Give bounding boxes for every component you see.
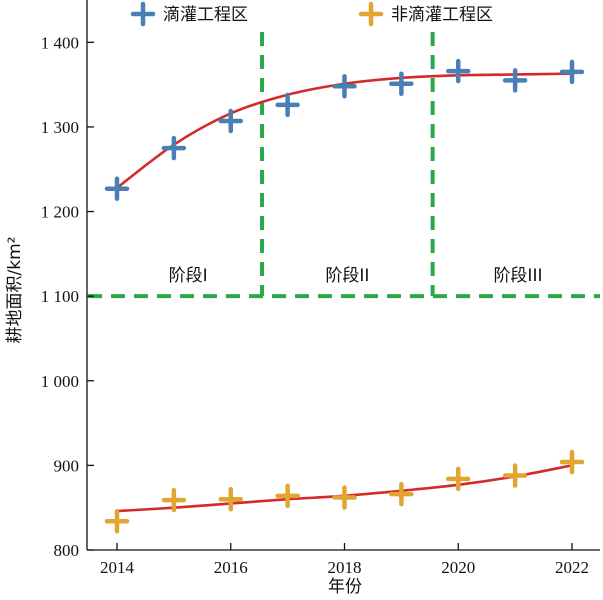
data-point-series-0-2020	[446, 58, 471, 84]
legend-label-series-1: 非滴灌工程区	[391, 5, 493, 25]
y-tick-label-800: 800	[54, 541, 80, 560]
data-markers	[104, 58, 585, 534]
stage-labels: 阶段I 阶段II 阶段III	[169, 266, 543, 286]
data-point-series-1-2020	[446, 466, 471, 492]
data-point-series-1-2021	[502, 463, 528, 488]
data-point-series-0-2017	[275, 92, 300, 118]
legend: 滴灌工程区 非滴灌工程区	[130, 1, 493, 27]
y-tick-label-1200: 1 200	[41, 203, 79, 222]
trend-lines	[116, 72, 573, 513]
ticks: 2014 2016 2018 2020 2022 800 900 1 000 1 100 1 20…	[41, 33, 589, 577]
data-point-series-1-2019	[389, 481, 414, 507]
data-point-series-0-2016	[218, 108, 243, 134]
y-tick-label-1400: 1 400	[41, 33, 79, 52]
data-point-series-0-2015	[161, 135, 187, 161]
legend-marker-series-0	[130, 1, 156, 27]
data-point-series-1-2016	[218, 486, 243, 512]
x-tick-label-2014: 2014	[100, 558, 135, 577]
data-point-series-0-2014	[104, 176, 130, 201]
data-point-series-1-2014	[104, 508, 130, 534]
legend-label-series-0: 滴灌工程区	[163, 5, 248, 25]
data-point-series-0-2019	[389, 71, 414, 97]
x-tick-label-2018: 2018	[328, 558, 362, 577]
data-point-series-1-2018	[332, 485, 357, 510]
y-tick-label-900: 900	[54, 456, 80, 475]
y-tick-label-1300: 1 300	[41, 118, 79, 137]
legend-marker-series-1	[358, 1, 384, 27]
data-point-series-1-2017	[275, 483, 300, 509]
axes	[86, 0, 600, 551]
x-tick-label-2022: 2022	[555, 558, 589, 577]
data-point-series-0-2018	[332, 74, 357, 99]
stage-label-2: 阶段II	[325, 266, 369, 286]
stage-label-3: 阶段III	[493, 266, 542, 286]
reference-lines	[88, 32, 600, 299]
y-axis-title: 耕地面积/km²	[5, 237, 25, 344]
data-point-series-1-2015	[161, 487, 187, 513]
x-axis-title: 年份	[328, 577, 362, 597]
data-point-series-1-2022	[559, 449, 585, 475]
data-point-series-0-2021	[502, 68, 528, 93]
x-tick-label-2016: 2016	[214, 558, 248, 577]
y-tick-label-1000: 1 000	[41, 372, 79, 391]
y-tick-label-1100: 1 100	[41, 287, 79, 306]
data-point-series-0-2022	[559, 59, 585, 85]
x-tick-label-2020: 2020	[441, 558, 475, 577]
stage-label-1: 阶段I	[169, 266, 208, 286]
